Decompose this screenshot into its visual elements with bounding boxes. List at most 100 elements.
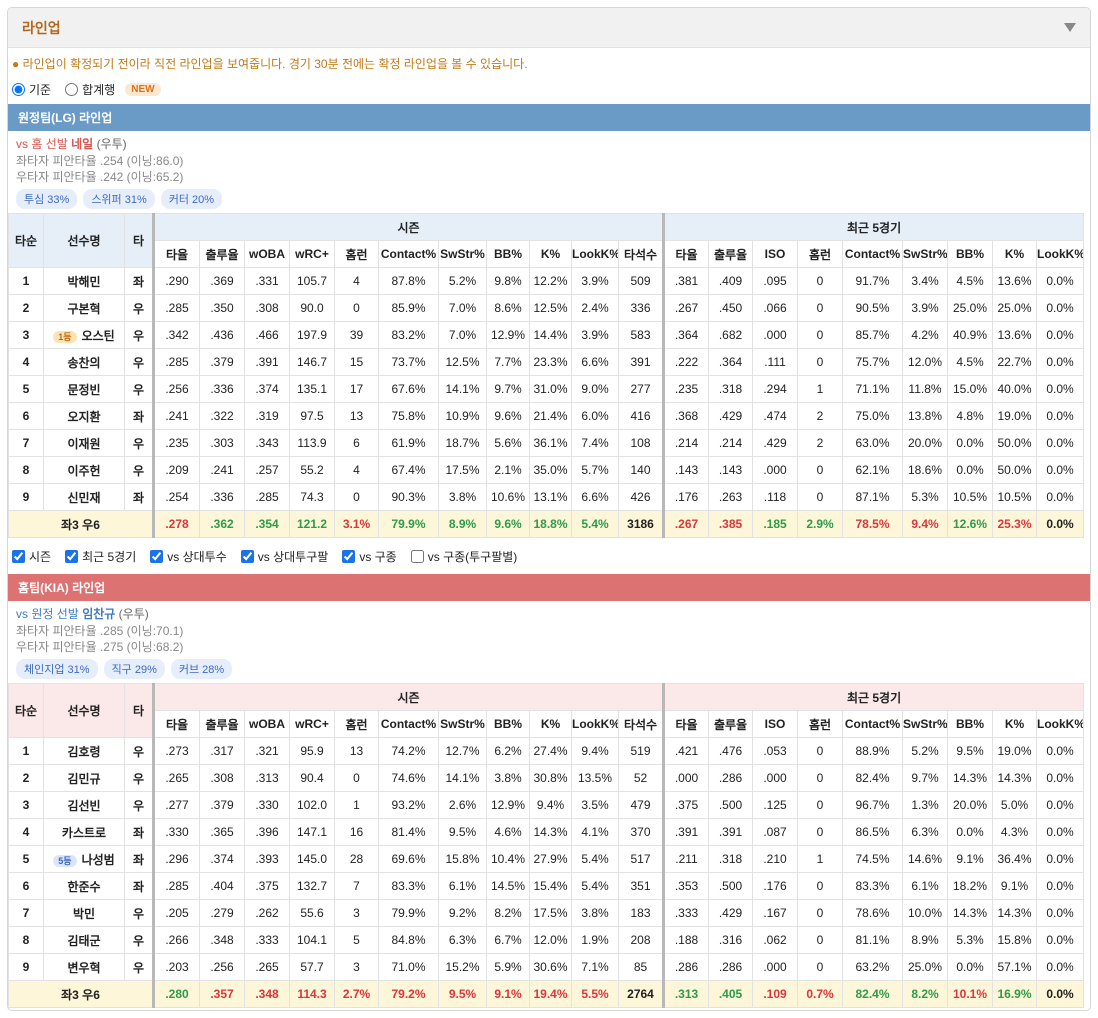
stat-cell: 5.9% — [486, 953, 530, 981]
total-row: 좌3 우6.278.362.354 121.2 3.1% 79.9% 8.9% 9.6% 1… — [8, 510, 1085, 538]
checkbox[interactable] — [240, 549, 254, 563]
checkbox[interactable] — [410, 549, 424, 563]
column-header: K% — [529, 710, 572, 738]
stat-cell: .062 — [752, 926, 798, 954]
column-header: BB% — [486, 710, 530, 738]
batting-order: 1 — [8, 737, 44, 765]
stat-cell: 4.6% — [486, 818, 530, 846]
stat-cell: 6.6% — [571, 348, 619, 376]
player-name-text: 박해민 — [67, 274, 101, 289]
stat-cell: 2.6% — [438, 791, 487, 819]
stat-cell: 82.4% — [842, 764, 903, 792]
teams: 원정팀(LG) 라인업 vs 홈 선발 네일 (우투) 좌타자 피안타율 .254 … — [8, 104, 1090, 1008]
pitcher-info: vs 홈 선발 네일 (우투) 좌타자 피안타율 .254 (이닝:86.0) 우타… — [8, 131, 1090, 213]
stat-cell: 0 — [797, 764, 843, 792]
stat-cell: .381 — [662, 267, 709, 295]
total-cell: 0.0% — [1035, 980, 1085, 1008]
option[interactable]: vs 상대투수 — [150, 548, 227, 565]
stat-cell: .262 — [244, 899, 290, 927]
column-header: ISO — [752, 710, 798, 738]
batting-hand: 우 — [124, 321, 154, 349]
total-cell: .280 — [152, 980, 200, 1008]
stat-cell: 0.0% — [1035, 375, 1085, 403]
column-header: 홈런 — [334, 710, 379, 738]
option-label: 시즌 — [29, 549, 52, 564]
stat-cell: 2.1% — [486, 456, 530, 484]
batting-order: 7 — [8, 429, 44, 457]
radio[interactable] — [65, 82, 79, 96]
stat-cell: 15.0% — [947, 375, 993, 403]
column-header: 타 — [124, 213, 154, 268]
column-header: LookK% — [571, 710, 619, 738]
batting-hand: 우 — [124, 926, 154, 954]
player-name-text: 구본혁 — [67, 301, 101, 316]
stat-cell: 12.5% — [438, 348, 487, 376]
stat-cell: .000 — [752, 321, 798, 349]
stat-cell: 145.0 — [289, 845, 335, 873]
checkbox[interactable] — [65, 549, 79, 563]
option[interactable]: 시즌 — [12, 548, 51, 565]
stat-cell: 3.9% — [571, 267, 619, 295]
stat-cell: 391 — [618, 348, 664, 376]
batting-hand: 우 — [124, 791, 154, 819]
stat-cell: 416 — [618, 402, 664, 430]
stat-cell: 81.4% — [378, 818, 439, 846]
stat-cell: 40.0% — [992, 375, 1037, 403]
stat-cell: .396 — [244, 818, 290, 846]
player-name: 김호령 — [43, 737, 125, 765]
stat-cell: .256 — [152, 375, 200, 403]
column-header: 타율 — [152, 710, 200, 738]
stat-cell: 0 — [797, 267, 843, 295]
total-cell: .185 — [752, 510, 798, 538]
stat-cell: 12.9% — [486, 321, 530, 349]
stat-cell: 12.7% — [438, 737, 487, 765]
stat-cell: .214 — [662, 429, 709, 457]
total-cell: 9.6% — [486, 510, 530, 538]
stat-cell: 0.0% — [1035, 402, 1085, 430]
panel-header[interactable]: 라인업 — [8, 8, 1090, 48]
option[interactable]: vs 상대투구팔 — [240, 548, 328, 565]
stat-cell: 140 — [618, 456, 664, 484]
radio[interactable] — [12, 82, 25, 96]
column-header: SwStr% — [438, 240, 487, 268]
option[interactable]: vs 구종(투구팔별) — [410, 548, 517, 565]
team-bar: 원정팀(LG) 라인업 — [8, 104, 1090, 131]
checkbox[interactable] — [342, 549, 356, 563]
stat-cell: 0.0% — [1035, 456, 1085, 484]
stat-cell: 97.5 — [289, 402, 335, 430]
stat-cell: 15.2% — [438, 953, 487, 981]
stat-cell: 93.2% — [378, 791, 439, 819]
stat-cell: .330 — [152, 818, 200, 846]
stat-cell: .333 — [662, 899, 709, 927]
column-header: BB% — [947, 710, 993, 738]
stat-cell: 83.3% — [378, 872, 439, 900]
option[interactable]: 최근 5경기 — [65, 548, 136, 565]
checkbox[interactable] — [12, 549, 25, 563]
option[interactable]: 기준 — [12, 81, 51, 98]
column-header: wRC+ — [289, 710, 335, 738]
checkbox[interactable] — [150, 549, 164, 563]
option[interactable]: vs 구종 — [342, 548, 397, 565]
stat-cell: .303 — [199, 429, 245, 457]
stat-cell: 74.3 — [289, 483, 335, 511]
header-row: 타순 선수명 타 시즌 최근 5경기 — [8, 683, 1085, 738]
stat-cell: 4.8% — [947, 402, 993, 430]
stat-cell: .474 — [752, 402, 798, 430]
column-header: 타율 — [662, 240, 709, 268]
stat-cell: 7.4% — [571, 429, 619, 457]
stat-cell: 39 — [334, 321, 379, 349]
player-name-text: 나성범 — [81, 852, 115, 867]
total-cell: 79.2% — [378, 980, 439, 1008]
stat-cell: 14.3% — [992, 764, 1037, 792]
rank-badge: 1등 — [53, 330, 77, 343]
stat-cell: 6.1% — [438, 872, 487, 900]
option[interactable]: 합계행 NEW — [65, 81, 161, 98]
collapse-arrow[interactable] — [1064, 23, 1076, 32]
stat-cell: 0 — [797, 872, 843, 900]
stat-cell: 69.6% — [378, 845, 439, 873]
stat-cell: 0.0% — [1035, 953, 1085, 981]
stat-cell: 5.3% — [902, 483, 948, 511]
batting-order: 6 — [8, 872, 44, 900]
batting-hand: 우 — [124, 764, 154, 792]
stat-cell: 30.8% — [529, 764, 572, 792]
